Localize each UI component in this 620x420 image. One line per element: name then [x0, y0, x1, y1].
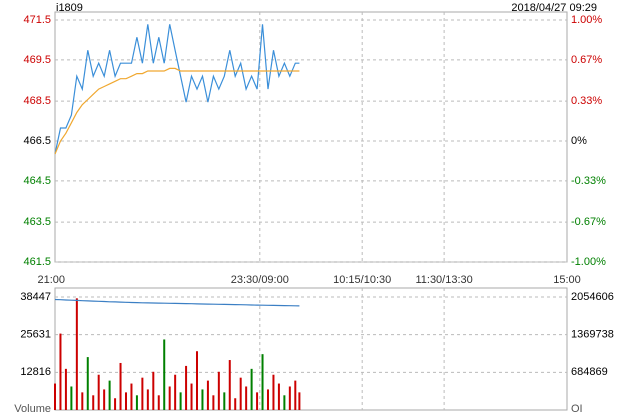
price-line	[54, 24, 300, 155]
volume-bar	[92, 395, 95, 410]
y2-tick-label: -0.67%	[571, 216, 606, 228]
y-tick-label: 463.5	[23, 216, 51, 228]
y2-tick-label: 1.00%	[571, 14, 602, 26]
volume-bar	[174, 374, 177, 410]
volume-bar	[228, 360, 231, 410]
volume-bar	[283, 395, 286, 410]
y-tick-label: 471.5	[23, 14, 51, 26]
volume-frame	[54, 287, 568, 411]
volume-bar	[294, 380, 297, 410]
volume-bar	[277, 383, 280, 410]
volume-bar	[223, 392, 226, 410]
y2-tick-label: 0%	[571, 135, 587, 147]
volume-bar	[135, 395, 138, 410]
volume-bar	[64, 368, 67, 410]
volume-bar	[266, 389, 269, 410]
volume-bar	[163, 339, 166, 410]
price-line	[54, 67, 300, 155]
volume-bar	[298, 392, 301, 410]
volume-bar	[81, 392, 84, 410]
y2-tick-label: -0.33%	[571, 175, 606, 187]
y-tick-label: 12816	[20, 366, 51, 378]
x-tick-label: 10:15/10:30	[333, 274, 391, 286]
volume-bar	[201, 389, 204, 410]
volume-bar	[97, 374, 100, 410]
y2-tick-label: 0.67%	[571, 54, 602, 66]
y-tick-label: 461.5	[23, 256, 51, 268]
y-axis-label: Volume	[14, 403, 51, 415]
volume-bar	[212, 395, 215, 410]
volume-bar	[217, 371, 220, 410]
y2-tick-label: 1369738	[571, 329, 614, 341]
y2-tick-label: -1.00%	[571, 256, 606, 268]
volume-bar	[70, 386, 73, 410]
y-tick-label: 25631	[20, 329, 51, 341]
y-tick-label: 464.5	[23, 175, 51, 187]
volume-bar	[54, 383, 56, 410]
timestamp: 2018/04/27 09:29	[511, 2, 597, 14]
volume-bar	[75, 298, 78, 410]
volume-bar	[114, 398, 117, 410]
volume-bar	[206, 380, 209, 410]
y-tick-label: 466.5	[23, 135, 51, 147]
y-tick-label: 469.5	[23, 54, 51, 66]
volume-bar	[185, 365, 188, 410]
volume-bar	[195, 351, 198, 410]
volume-bar	[119, 362, 122, 410]
volume-bar	[239, 377, 242, 410]
volume-bar	[86, 357, 89, 410]
volume-bar	[179, 392, 182, 410]
x-tick-label: 11:30/13:30	[415, 274, 472, 286]
volume-bar	[146, 389, 149, 410]
volume-bar	[130, 383, 133, 410]
volume-bar	[59, 333, 62, 410]
x-tick-label: 23:30/09:00	[231, 274, 289, 286]
y2-tick-label: 684869	[571, 366, 608, 378]
volume-bar	[190, 383, 193, 410]
y2-axis-label: OI	[571, 403, 583, 415]
volume-bar	[141, 377, 144, 410]
y-tick-label: 468.5	[23, 95, 51, 107]
symbol: i1809	[56, 2, 83, 14]
volume-bar	[234, 398, 237, 410]
volume-bar	[108, 380, 111, 410]
price-frame	[54, 11, 568, 263]
volume-bar	[250, 368, 253, 410]
volume-bar	[288, 386, 291, 410]
volume-bar	[157, 395, 160, 410]
y-tick-label: 38447	[20, 291, 51, 303]
volume-bar	[272, 374, 275, 410]
oi-line	[54, 298, 300, 307]
y2-tick-label: 2054606	[571, 291, 614, 303]
volume-bar	[124, 392, 127, 410]
volume-bar	[245, 386, 248, 410]
volume-bar	[256, 392, 259, 410]
x-tick-label: 21:00	[37, 274, 65, 286]
y2-tick-label: 0.33%	[571, 95, 602, 107]
volume-bar	[261, 354, 264, 410]
volume-bar	[168, 386, 171, 410]
volume-bar	[152, 371, 155, 410]
x-tick-label: 15:00	[553, 274, 581, 286]
volume-bar	[103, 389, 106, 410]
